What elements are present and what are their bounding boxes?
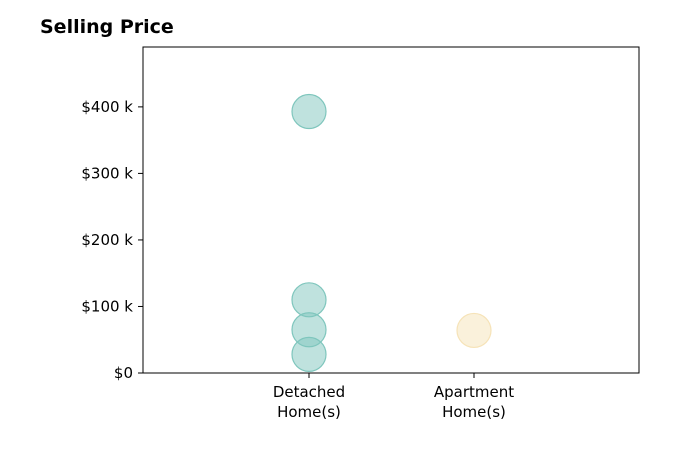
data-point [456, 312, 492, 349]
x-tick-label: Apartment Home(s) [434, 383, 514, 421]
y-tick-label: $400 k [81, 98, 133, 116]
x-tick-label: Detached Home(s) [273, 383, 345, 421]
y-tick-label: $100 k [81, 297, 133, 315]
data-point [291, 336, 327, 372]
data-point [291, 282, 327, 318]
data-point [291, 93, 327, 130]
y-tick-label: $300 k [81, 164, 133, 182]
plot-frame [142, 46, 640, 374]
y-tick-label: $200 k [81, 231, 133, 249]
chart-title: Selling Price [40, 16, 174, 38]
y-tick-label: $0 [114, 364, 133, 382]
